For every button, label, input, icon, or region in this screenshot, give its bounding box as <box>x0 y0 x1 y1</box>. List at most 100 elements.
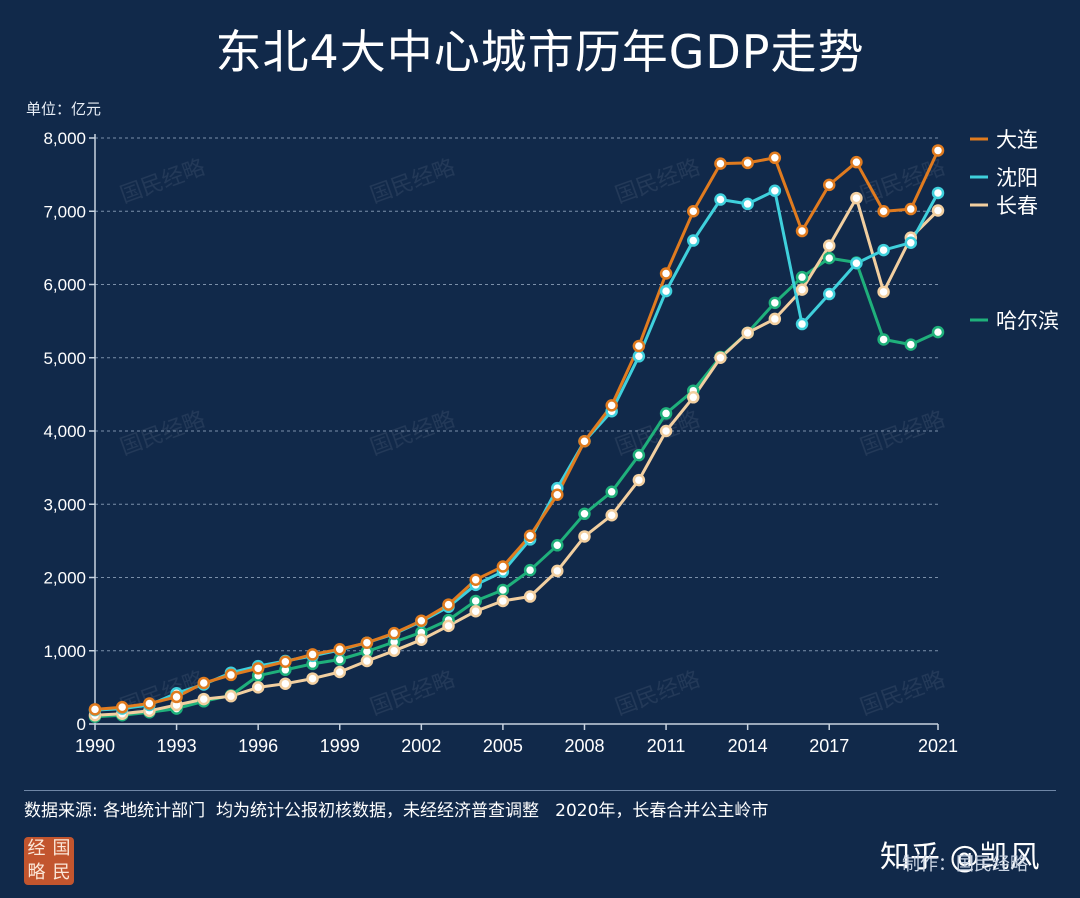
watermark-text: 国民经略 <box>367 155 458 209</box>
data-point <box>904 202 918 216</box>
data-point <box>904 236 918 249</box>
data-point <box>224 689 238 703</box>
logo-char: 经 <box>27 838 46 859</box>
data-point <box>523 529 537 542</box>
y-tick-label: 8,000 <box>43 129 86 148</box>
watermark-text: 国民经略 <box>612 667 703 721</box>
watermark-text: 国民经略 <box>612 407 703 461</box>
x-tick-label: 2005 <box>483 736 523 756</box>
data-point <box>877 243 890 257</box>
data-point <box>877 333 890 346</box>
x-tick-label: 2002 <box>401 736 441 756</box>
x-tick-label: 1993 <box>157 736 197 756</box>
data-point <box>333 643 346 656</box>
data-point <box>822 178 836 192</box>
data-point <box>306 648 319 661</box>
x-tick-label: 2017 <box>809 736 849 756</box>
data-point <box>306 672 319 685</box>
data-point <box>795 270 809 284</box>
brand-logo: 经 国 略 民 <box>24 837 74 885</box>
data-point <box>115 700 129 714</box>
chart-title: 东北4大中心城市历年GDP走势 <box>215 25 865 79</box>
series-line <box>94 189 940 712</box>
data-point <box>469 573 482 586</box>
x-tick-label: 1996 <box>238 736 278 756</box>
y-tick-label: 6,000 <box>43 276 86 295</box>
data-point <box>768 296 782 310</box>
watermark-text: 国民经略 <box>367 667 458 721</box>
data-point <box>768 312 782 326</box>
series-line <box>94 256 939 719</box>
data-point <box>632 339 646 353</box>
data-point <box>687 391 700 404</box>
y-tick-label: 3,000 <box>43 495 86 514</box>
data-point <box>659 424 673 438</box>
data-point <box>415 614 428 627</box>
data-point <box>170 690 183 704</box>
logo-char: 国 <box>52 838 71 859</box>
data-point <box>904 338 918 351</box>
legend-label: 哈尔滨 <box>996 309 1059 333</box>
data-point <box>197 692 211 706</box>
data-point <box>496 583 510 597</box>
series-line <box>94 196 940 717</box>
legend-label: 大连 <box>996 128 1038 152</box>
data-point <box>551 564 564 578</box>
logo-char: 略 <box>27 862 46 883</box>
data-point <box>551 539 564 552</box>
data-point <box>741 197 754 211</box>
data-point <box>714 193 727 206</box>
data-point <box>877 285 890 299</box>
watermark-text: 国民经略 <box>612 155 703 209</box>
data-point <box>360 654 374 668</box>
data-point <box>387 626 401 640</box>
data-point <box>523 590 537 603</box>
data-point <box>605 508 618 522</box>
y-tick-label: 5,000 <box>43 349 86 368</box>
data-point <box>687 205 700 218</box>
data-point <box>143 697 156 710</box>
source-note: 数据来源: 各地统计部门 均为统计公报初核数据，未经经济普查调整 2020年，长… <box>24 801 769 821</box>
data-point <box>768 184 782 197</box>
data-point <box>659 284 673 298</box>
data-point <box>632 448 646 462</box>
data-point <box>496 594 510 608</box>
data-point <box>714 157 727 170</box>
watermark-text: 国民经略 <box>367 407 458 461</box>
data-point <box>768 151 782 165</box>
data-point <box>496 560 510 573</box>
data-point <box>387 644 401 657</box>
data-point <box>850 257 863 270</box>
data-point <box>659 267 673 280</box>
series-line <box>94 149 940 711</box>
data-point <box>632 350 646 363</box>
data-point <box>578 507 591 521</box>
data-point <box>741 326 754 340</box>
data-point <box>741 156 754 170</box>
watermark-text: 国民经略 <box>117 155 208 209</box>
data-point <box>197 676 211 690</box>
data-point <box>822 251 836 265</box>
data-point <box>333 665 346 679</box>
data-point <box>469 604 482 618</box>
data-point <box>632 473 646 487</box>
watermark-text: 国民经略 <box>117 407 208 461</box>
data-point <box>822 287 836 301</box>
y-tick-label: 4,000 <box>43 422 86 441</box>
data-point <box>659 407 673 420</box>
watermark-text: 国民经略 <box>857 667 948 721</box>
data-point <box>469 594 482 608</box>
legend-label: 长春 <box>996 194 1038 218</box>
data-point <box>714 351 727 364</box>
data-point <box>578 530 591 543</box>
data-point <box>251 681 265 694</box>
x-tick-label: 2011 <box>647 736 686 756</box>
data-point <box>605 399 618 412</box>
data-point <box>523 563 537 577</box>
data-point <box>795 283 809 296</box>
footer-divider <box>24 790 1056 791</box>
data-point <box>877 205 890 218</box>
logo-char: 民 <box>52 862 71 883</box>
x-tick-label: 2008 <box>564 736 604 756</box>
